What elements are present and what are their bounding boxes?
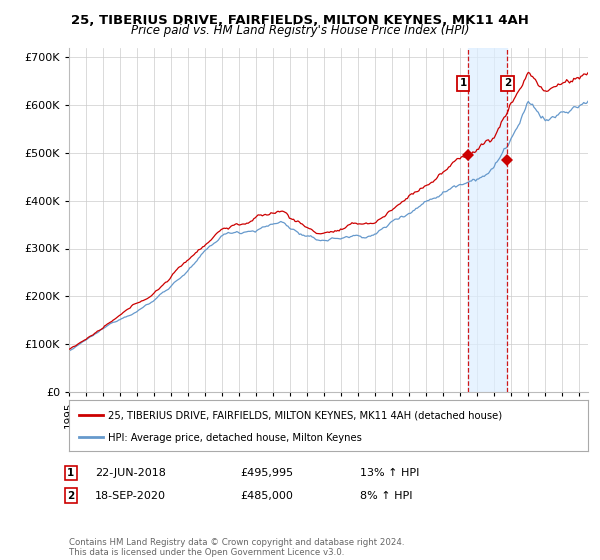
- Text: Contains HM Land Registry data © Crown copyright and database right 2024.
This d: Contains HM Land Registry data © Crown c…: [69, 538, 404, 557]
- Text: 25, TIBERIUS DRIVE, FAIRFIELDS, MILTON KEYNES, MK11 4AH: 25, TIBERIUS DRIVE, FAIRFIELDS, MILTON K…: [71, 14, 529, 27]
- Text: £485,000: £485,000: [240, 491, 293, 501]
- Text: 13% ↑ HPI: 13% ↑ HPI: [360, 468, 419, 478]
- Text: 1: 1: [67, 468, 74, 478]
- Text: 25, TIBERIUS DRIVE, FAIRFIELDS, MILTON KEYNES, MK11 4AH (detached house): 25, TIBERIUS DRIVE, FAIRFIELDS, MILTON K…: [108, 410, 502, 421]
- Text: Price paid vs. HM Land Registry's House Price Index (HPI): Price paid vs. HM Land Registry's House …: [131, 24, 469, 37]
- Text: 2: 2: [67, 491, 74, 501]
- Text: 18-SEP-2020: 18-SEP-2020: [95, 491, 166, 501]
- Text: 8% ↑ HPI: 8% ↑ HPI: [360, 491, 413, 501]
- Text: £495,995: £495,995: [240, 468, 293, 478]
- Text: 1: 1: [460, 78, 467, 88]
- Bar: [469, 48, 506, 392]
- Text: 22-JUN-2018: 22-JUN-2018: [95, 468, 166, 478]
- Text: 2: 2: [504, 78, 511, 88]
- Text: HPI: Average price, detached house, Milton Keynes: HPI: Average price, detached house, Milt…: [108, 433, 362, 443]
